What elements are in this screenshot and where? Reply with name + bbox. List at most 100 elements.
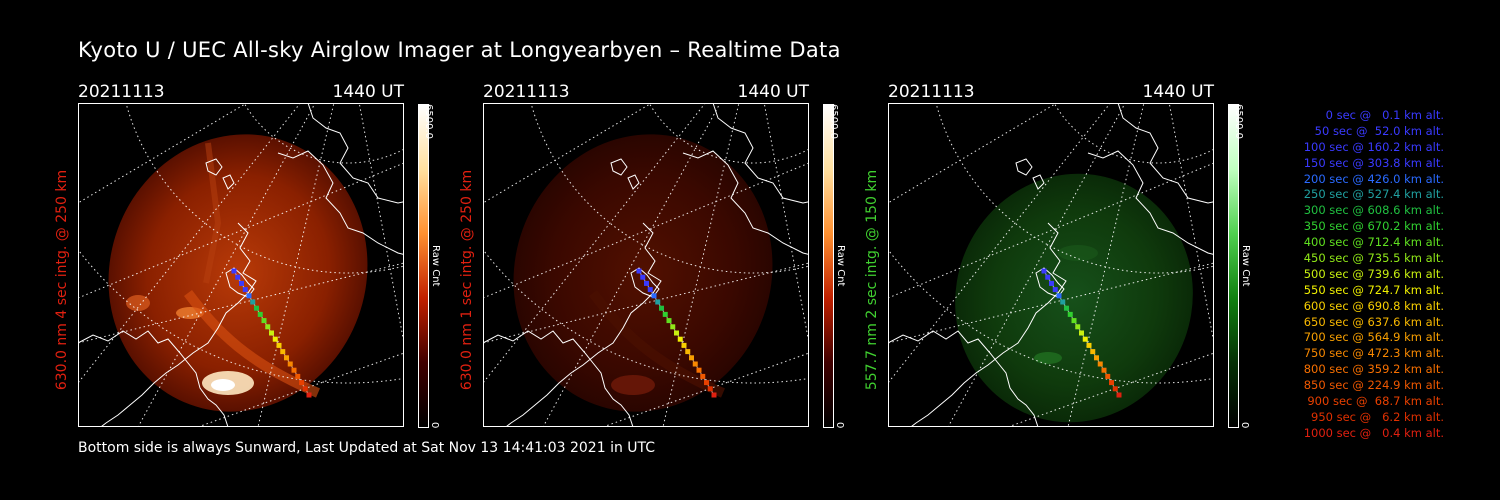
colorbar-min: 0 xyxy=(429,422,440,429)
trajectory-point xyxy=(677,336,683,342)
trajectory-point xyxy=(1052,287,1058,293)
legend-entry: 550 sec @ 724.7 km alt. xyxy=(1303,282,1444,297)
trajectory-point xyxy=(1075,324,1081,330)
trajectory-point xyxy=(299,380,304,386)
legend-entry: 600 sec @ 690.8 km alt. xyxy=(1303,298,1444,313)
trajectory-point xyxy=(644,280,649,286)
trajectory-point xyxy=(1097,361,1103,367)
trajectory-point xyxy=(1116,392,1122,398)
trajectory-point xyxy=(670,324,676,330)
trajectory-point xyxy=(685,349,691,355)
trajectory-point xyxy=(1067,311,1073,317)
trajectory-point xyxy=(1090,349,1096,355)
trajectory-point xyxy=(655,299,661,305)
trajectory-point xyxy=(1082,336,1088,342)
trajectory-point xyxy=(1112,386,1118,392)
legend-entry: 450 sec @ 735.5 km alt. xyxy=(1303,251,1444,266)
trajectory-point xyxy=(272,336,278,342)
allsky-image xyxy=(78,103,404,427)
trajectory-point xyxy=(681,342,687,348)
legend-entry: 250 sec @ 527.4 km alt. xyxy=(1303,187,1444,202)
trajectory-point xyxy=(674,330,679,336)
panel-time: 1440 UT xyxy=(1142,82,1215,102)
trajectory-point xyxy=(239,280,244,286)
imager-panel-3: 20211113 1440 UT 557.7 nm 2 sec intg. @ 15… xyxy=(864,80,1251,440)
trajectory-point xyxy=(235,274,241,280)
trajectory-point xyxy=(1079,330,1084,336)
panel-wavelength-label: 557.7 nm 2 sec intg. @ 150 km xyxy=(864,169,880,391)
colorbar-max: 6500.0 xyxy=(1233,104,1244,139)
trajectory-point xyxy=(711,392,717,398)
trajectory-point xyxy=(1060,299,1066,305)
legend-entry: 700 sec @ 564.9 km alt. xyxy=(1303,330,1444,345)
colorbar-unit: Raw Cnt xyxy=(835,245,846,287)
colorbar-min: 0 xyxy=(1239,422,1250,429)
trajectory-point xyxy=(1071,318,1077,324)
trajectory-point xyxy=(1101,367,1107,373)
trajectory-point xyxy=(306,392,312,398)
trajectory-point xyxy=(261,318,267,324)
page-title: Kyoto U / UEC All-sky Airglow Imager at … xyxy=(78,38,841,62)
colorbar xyxy=(418,104,429,428)
trajectory-point xyxy=(659,305,664,311)
trajectory-point xyxy=(647,287,653,293)
colorbar xyxy=(1228,104,1239,428)
trajectory-point xyxy=(246,293,252,299)
legend-entry: 300 sec @ 608.6 km alt. xyxy=(1303,203,1444,218)
trajectory-point xyxy=(276,342,282,348)
trajectory-point xyxy=(689,355,694,361)
trajectory-point xyxy=(1109,380,1114,386)
legend-entry: 350 sec @ 670.2 km alt. xyxy=(1303,219,1444,234)
panel-time: 1440 UT xyxy=(332,82,405,102)
colorbar-max: 6500.0 xyxy=(828,104,839,139)
trajectory-point xyxy=(280,349,286,355)
colorbar-unit: Raw Cnt xyxy=(1240,245,1251,287)
trajectory-point xyxy=(707,386,713,392)
imager-panel-2: 20211113 1440 UT 630.0 nm 1 sec intg. @ 25… xyxy=(459,80,846,440)
trajectory-point xyxy=(1105,373,1111,379)
trajectory-point xyxy=(1049,280,1054,286)
trajectory-point xyxy=(704,380,709,386)
legend-entry: 500 sec @ 739.6 km alt. xyxy=(1303,266,1444,281)
trajectory-point xyxy=(651,293,657,299)
trajectory-point xyxy=(242,287,248,293)
legend-entry: 750 sec @ 472.3 km alt. xyxy=(1303,346,1444,361)
trajectory-point xyxy=(1086,342,1092,348)
trajectory-point xyxy=(700,373,706,379)
trajectory-point xyxy=(302,386,308,392)
trajectory-point xyxy=(254,305,259,311)
panel-wavelength-label: 630.0 nm 1 sec intg. @ 250 km xyxy=(459,169,475,391)
panel-date: 20211113 xyxy=(888,82,975,102)
trajectory-point xyxy=(692,361,698,367)
legend-entry: 850 sec @ 224.9 km alt. xyxy=(1303,378,1444,393)
imager-panel-1: 20211113 1440 UT 630.0 nm 4 sec intg. @ 25… xyxy=(54,80,441,440)
allsky-image xyxy=(483,103,809,427)
panel-date: 20211113 xyxy=(78,82,165,102)
trajectory-point xyxy=(284,355,289,361)
legend-entry: 0 sec @ 0.1 km alt. xyxy=(1318,108,1444,122)
legend-entry: 50 sec @ 52.0 km alt. xyxy=(1311,123,1444,138)
trajectory-point xyxy=(265,324,271,330)
trajectory-point xyxy=(231,268,237,274)
trajectory-point xyxy=(1064,305,1069,311)
legend-entry: 200 sec @ 426.0 km alt. xyxy=(1303,171,1444,186)
trajectory-point xyxy=(269,330,274,336)
colorbar-unit: Raw Cnt xyxy=(430,245,441,287)
trajectory-point xyxy=(295,373,301,379)
legend-entry: 400 sec @ 712.4 km alt. xyxy=(1303,235,1444,250)
legend-entry: 100 sec @ 160.2 km alt. xyxy=(1303,139,1444,154)
trajectory-point xyxy=(662,311,668,317)
legend-entry: 1000 sec @ 0.4 km alt. xyxy=(1303,425,1444,440)
trajectory-point xyxy=(1045,274,1051,280)
colorbar xyxy=(823,104,834,428)
allsky-image xyxy=(888,103,1214,427)
trajectory-point xyxy=(666,318,672,324)
colorbar-max: 6500.0 xyxy=(423,104,434,139)
trajectory-point xyxy=(696,367,702,373)
trajectory-point xyxy=(291,367,297,373)
trajectory-point xyxy=(1041,268,1047,274)
legend-entry: 950 sec @ 6.2 km alt. xyxy=(1311,409,1444,424)
trajectory-point xyxy=(1094,355,1099,361)
panel-date: 20211113 xyxy=(483,82,570,102)
trajectory-point xyxy=(257,311,263,317)
